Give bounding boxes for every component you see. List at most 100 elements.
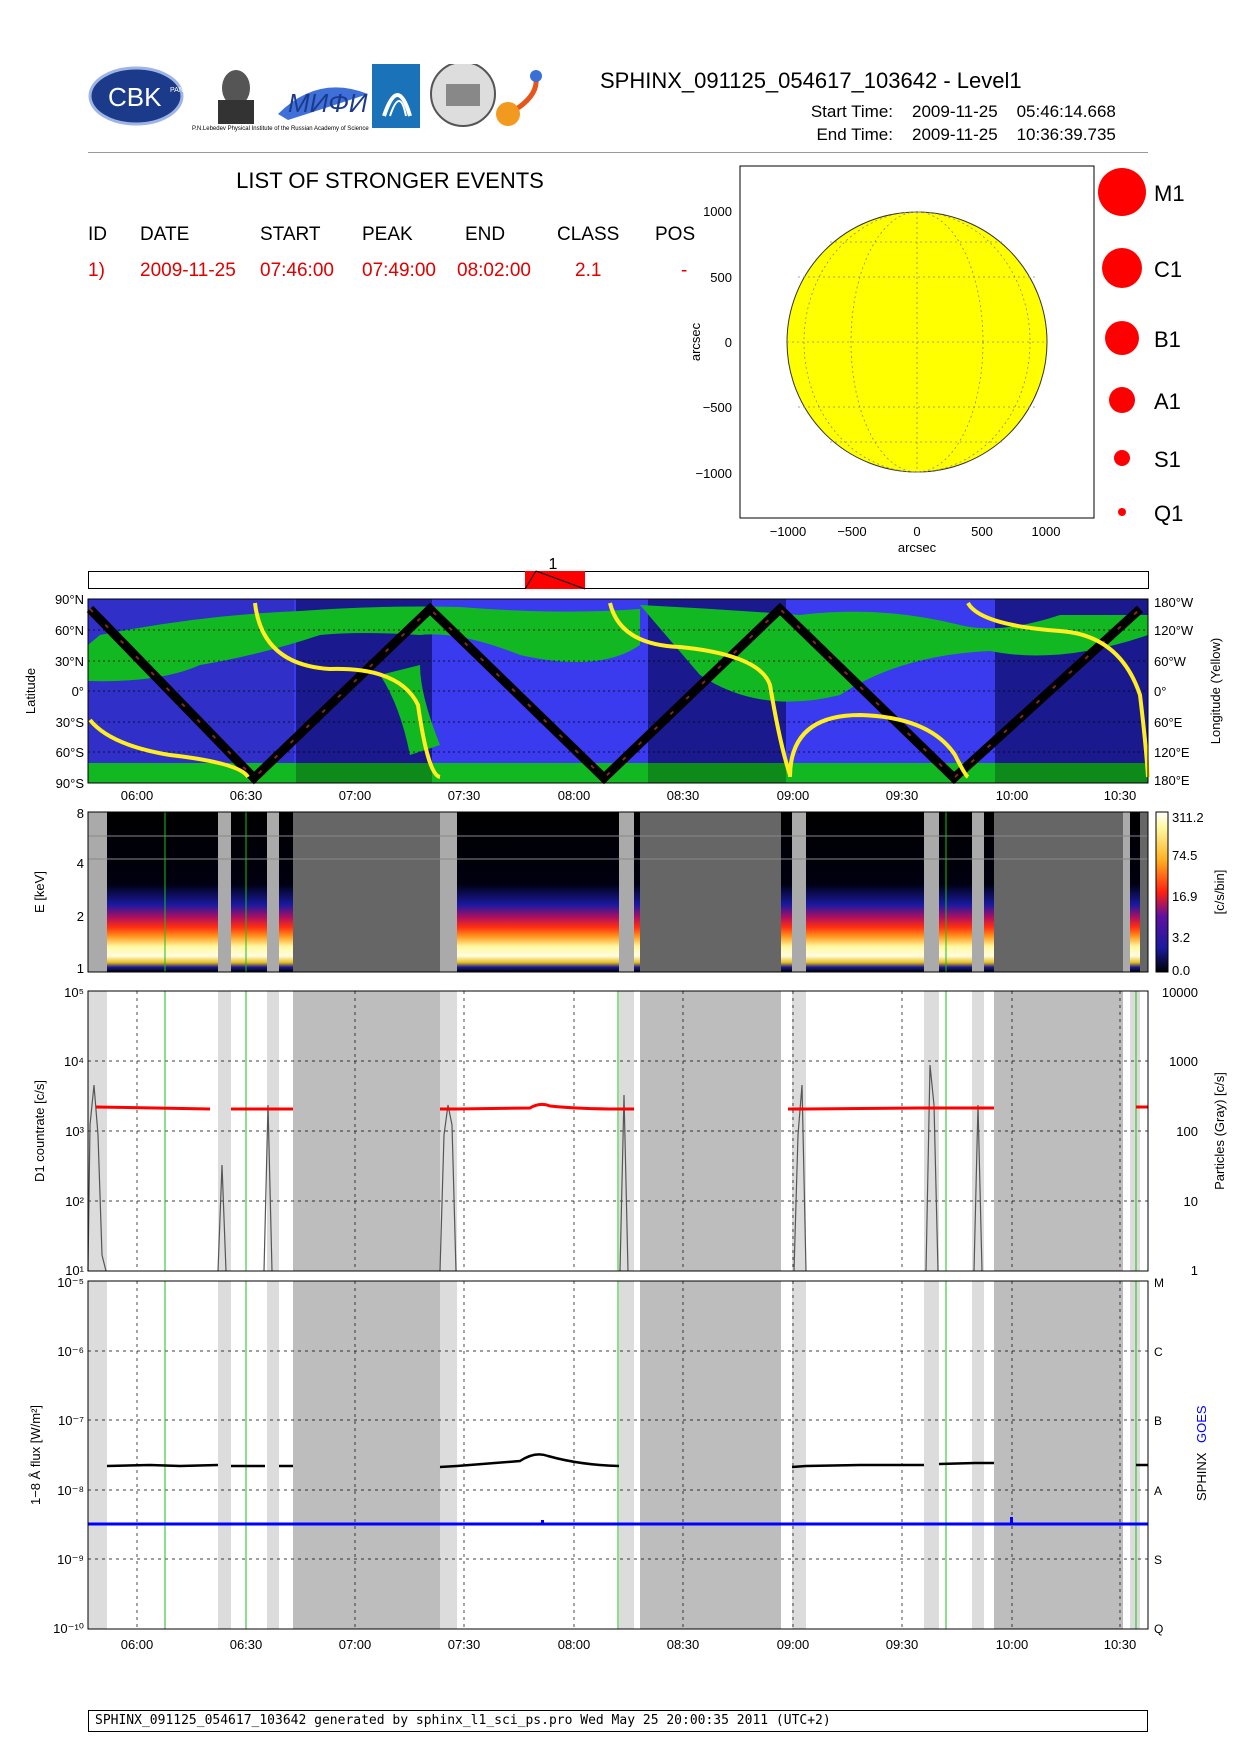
y-tick: −1000	[695, 466, 732, 481]
x-tick: −500	[837, 524, 866, 539]
lon-tick: 120°E	[1154, 745, 1190, 760]
time-tick: 09:00	[777, 1637, 810, 1652]
time-tick: 08:30	[667, 1637, 700, 1652]
colorbar-ticks: 311.2 74.5 16.9 3.2 0.0	[1172, 810, 1204, 978]
col-end: END	[465, 224, 506, 245]
events-title: LIST OF STRONGER EVENTS	[236, 168, 544, 193]
orbit-grid	[88, 629, 1148, 753]
y-tick-right: 10000	[1162, 985, 1198, 1000]
event-marker	[525, 571, 585, 589]
start-time-label: Start Time:	[810, 102, 893, 121]
spectrogram-panel: E [keV] 8 4 2 1 311.2 74.5 16.9 3.2 0.0 …	[32, 808, 1227, 978]
countrate-y-label: D1 countrate [c/s]	[32, 1080, 47, 1182]
sun-x-label: arcsec	[898, 540, 937, 555]
y-tick-right: 100	[1176, 1124, 1198, 1139]
flux-legend: SPHINX GOES	[1194, 1405, 1209, 1501]
flux-class-labels: M C B A S Q	[1154, 1276, 1164, 1636]
lon-tick: 120°W	[1154, 623, 1194, 638]
lon-tick: 60°W	[1154, 654, 1187, 669]
d1-countrate-series	[95, 1102, 1148, 1111]
end-time-value: 2009-11-25 10:36:39.735	[912, 125, 1116, 144]
table-row: 1) 2009-11-25 07:46:00 07:49:00 08:02:00…	[88, 260, 705, 282]
time-tick: 06:30	[230, 1637, 263, 1652]
y-tick: 10⁻⁶	[57, 1344, 84, 1359]
class-size-legend: M1 C1 B1 A1 S1 Q1	[1098, 168, 1185, 526]
col-id: ID	[88, 224, 107, 245]
cbar-tick: 0.0	[1172, 963, 1190, 978]
event-timeline-bar: 1	[88, 556, 1149, 590]
sun-x-ticks: −1000 −500 0 500 1000	[770, 524, 1061, 539]
flux-y-label: 1−8 Å flux [W/m²]	[28, 1405, 43, 1505]
lon-tick: 60°E	[1154, 715, 1183, 730]
class-label: M	[1154, 1276, 1164, 1290]
legend-label-m1: M1	[1154, 181, 1185, 206]
y-tick-right: 1	[1191, 1263, 1198, 1278]
mifi-logo-text: МИФИ	[288, 88, 368, 118]
orbit-panel: Latitude Longitude (Yellow) 90°N 60°N 30…	[23, 595, 1223, 803]
event-id: 1)	[88, 260, 105, 281]
time-tick: 06:00	[121, 788, 154, 803]
orbit-time-ticks: 06:00 06:30 07:00 07:30 08:00 08:30 09:0…	[121, 788, 1137, 803]
spec-y-ticks: 8 4 2 1	[77, 808, 84, 976]
flux-y-ticks: 10⁻⁵ 10⁻⁶ 10⁻⁷ 10⁻⁸ 10⁻⁹ 10⁻¹⁰	[53, 1275, 84, 1636]
longitude-track	[88, 601, 1150, 779]
time-tick: 10:30	[1104, 788, 1137, 803]
countrate-y-ticks: 10⁵ 10⁴ 10³ 10² 10¹	[64, 985, 85, 1278]
x-tick: 500	[971, 524, 993, 539]
y-tick: 10²	[65, 1194, 84, 1209]
time-tick: 07:30	[448, 788, 481, 803]
class-label: B	[1154, 1414, 1162, 1428]
sun-grid	[787, 211, 1047, 473]
time-tick: 09:00	[777, 788, 810, 803]
spec-gap-bands	[88, 812, 1130, 972]
legend-label-b1: B1	[1154, 327, 1181, 352]
sun-disk-plot: 1000 500 0 −500 −1000 −1000 −500 0 500 1…	[688, 165, 1095, 555]
x-tick: 0	[913, 524, 920, 539]
y-tick: 10¹	[65, 1263, 84, 1278]
legend-label-c1: C1	[1154, 257, 1182, 282]
legend-dot-a1	[1109, 387, 1135, 413]
y-tick: 10⁻⁷	[58, 1413, 84, 1428]
y-tick: 8	[77, 808, 84, 821]
lebedev-logo	[218, 70, 254, 124]
y-tick: 4	[77, 856, 84, 871]
event-pos: -	[681, 260, 688, 281]
time-tick: 08:00	[558, 788, 591, 803]
lat-tick: 60°S	[56, 745, 85, 760]
lon-tick: 180°E	[1154, 773, 1190, 788]
y-tick: 10⁵	[64, 985, 84, 1000]
col-date: DATE	[140, 224, 190, 245]
y-tick-right: 10	[1184, 1194, 1198, 1209]
y-tick: 1	[77, 961, 84, 976]
time-tick: 10:00	[996, 1637, 1029, 1652]
countrate-y-ticks-right: 10000 1000 100 10 1	[1162, 985, 1198, 1278]
class-label: Q	[1154, 1622, 1163, 1636]
flux-time-ticks: 06:00 06:30 07:00 07:30 08:00 08:30 09:0…	[121, 1637, 1137, 1652]
class-label: S	[1154, 1553, 1162, 1567]
class-label: A	[1154, 1484, 1162, 1498]
y-tick: 10⁻⁸	[57, 1483, 84, 1498]
latitude-track	[86, 602, 1144, 785]
cbar-tick: 3.2	[1172, 930, 1190, 945]
x-tick: 1000	[1032, 524, 1061, 539]
flux-panel: 1−8 Å flux [W/m²] 10⁻⁵ 10⁻⁶ 10⁻⁷ 10⁻⁸ 10…	[28, 1275, 1209, 1652]
saa-region-small	[380, 665, 440, 755]
time-tick: 10:00	[996, 788, 1029, 803]
x-tick: −1000	[770, 524, 807, 539]
events-table: ID DATE START PEAK END CLASS POS 1) 2009…	[88, 224, 705, 282]
countrate-y-label-right: Particles (Gray) [c/s]	[1212, 1072, 1227, 1190]
legend-label-q1: Q1	[1154, 501, 1183, 526]
col-peak: PEAK	[362, 224, 413, 245]
legend-dot-c1	[1102, 248, 1142, 288]
countrate-panel: D1 countrate [c/s] Particles (Gray) [c/s…	[32, 985, 1227, 1278]
cbk-logo-text: CBK	[108, 82, 162, 112]
time-tick: 07:30	[448, 1637, 481, 1652]
cbar-tick: 16.9	[1172, 889, 1197, 904]
class-label: C	[1154, 1345, 1163, 1359]
time-tick: 06:30	[230, 788, 263, 803]
event-end: 08:02:00	[457, 260, 531, 281]
sphinx-series	[106, 1453, 1148, 1469]
event-peak: 07:49:00	[362, 260, 436, 281]
lon-tick: 0°	[1154, 684, 1166, 699]
mifi-logo: МИФИ	[278, 87, 368, 120]
